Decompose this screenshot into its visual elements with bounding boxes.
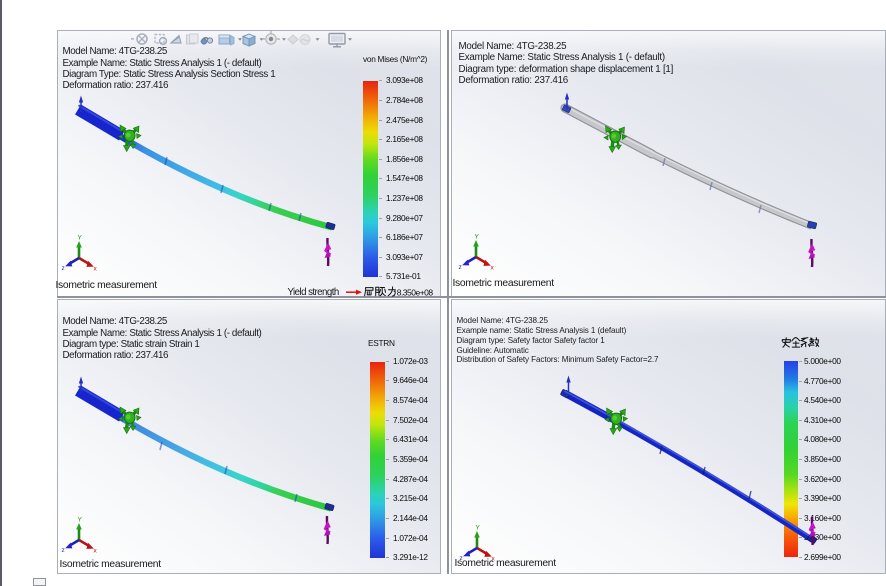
svg-text:: 8.350e+08: : 8.350e+08 [393,287,433,297]
